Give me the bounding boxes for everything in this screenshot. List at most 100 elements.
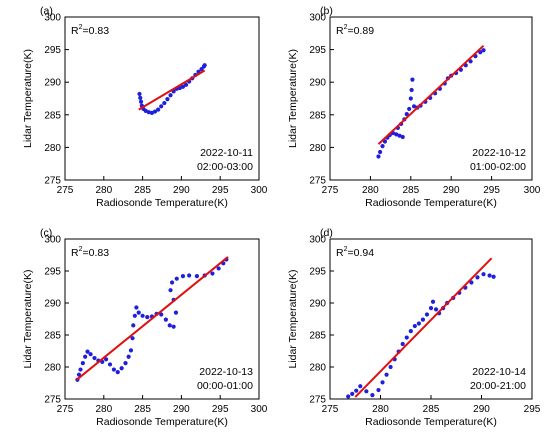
x-tick-label: 275 (57, 185, 74, 196)
x-axis-label: Radiosonde Temperature(K) (96, 197, 228, 209)
y-tick-label: 290 (44, 78, 61, 89)
x-axis-label: Radiosonde Temperature(K) (96, 416, 228, 428)
r-squared-value: =0.94 (348, 247, 375, 259)
y-tick-label: 275 (309, 176, 326, 187)
data-point (180, 274, 186, 279)
data-point (481, 272, 486, 277)
panel-a: 275 280 285 290 295 300 275 280 285 290 295 300 Radi… (22, 5, 268, 209)
data-point (475, 275, 480, 280)
data-point (78, 367, 83, 372)
date-annotation: 2022-10-14 (472, 366, 526, 378)
y-axis-label: Lidar Temperature(K) (287, 49, 299, 148)
x-tick-label: 290 (173, 185, 190, 196)
data-point (85, 349, 90, 354)
fit-line (76, 256, 229, 381)
data-point (409, 87, 414, 93)
x-tick-label: 290 (443, 185, 460, 196)
x-tick-label: 280 (95, 185, 112, 196)
data-point (491, 274, 496, 279)
plot-frame (64, 16, 260, 181)
y-tick-label: 295 (309, 45, 326, 56)
data-point (408, 96, 413, 101)
data-point (163, 317, 168, 322)
data-point (376, 154, 381, 159)
y-tick-label: 290 (44, 299, 61, 310)
y-tick-label: 280 (309, 143, 326, 154)
data-point (350, 391, 355, 396)
x-tick-label: 295 (212, 185, 229, 196)
y-tick-label: 280 (44, 143, 61, 154)
r-squared-superscript: 2 (79, 24, 83, 31)
data-point (346, 394, 351, 399)
panel-label: (a) (40, 5, 53, 17)
data-point (88, 352, 93, 357)
date-annotation: 2022-10-12 (472, 147, 526, 159)
data-point (173, 310, 179, 315)
data-point (370, 393, 375, 398)
data-point (194, 274, 200, 279)
y-tick-label: 295 (309, 267, 326, 278)
data-point (478, 50, 483, 55)
x-tick-label: 285 (134, 404, 151, 415)
y-tick-label: 280 (309, 363, 326, 374)
data-point (404, 112, 409, 117)
data-point (420, 317, 426, 322)
plot-frame (329, 16, 533, 181)
x-tick-label: 280 (95, 404, 112, 415)
y-tick-label: 300 (44, 13, 61, 24)
data-point (400, 341, 405, 347)
x-tick-label: 290 (173, 404, 190, 415)
data-point (137, 91, 142, 97)
data-point (107, 362, 113, 367)
x-tick-label: 295 (483, 185, 500, 196)
r-squared-annotation: R2=0.83 (71, 246, 109, 259)
panel-label: (b) (320, 5, 333, 17)
r-squared-superscript: 2 (344, 246, 348, 253)
data-point (140, 313, 145, 318)
y-tick-label: 300 (309, 235, 326, 246)
data-point (138, 99, 144, 104)
data-point (167, 323, 172, 328)
data-point (433, 307, 439, 312)
y-tick-label: 275 (309, 395, 326, 406)
y-tick-label: 300 (309, 13, 326, 24)
data-point (165, 97, 170, 102)
time-annotation: 02:00-03:00 (197, 161, 253, 173)
data-point (412, 323, 417, 329)
data-point (428, 306, 434, 311)
data-point (388, 364, 393, 370)
data-point (115, 370, 120, 375)
data-point (481, 48, 486, 53)
data-point (126, 354, 131, 359)
x-tick-label: 285 (402, 185, 419, 196)
x-tick-label: 285 (423, 404, 440, 415)
x-tick-label: 295 (212, 404, 229, 415)
data-point (128, 348, 134, 353)
data-point (411, 104, 417, 109)
x-tick-label: 300 (524, 185, 541, 196)
x-tick-label: 285 (134, 185, 151, 196)
data-point (410, 77, 415, 82)
x-tick-label: 275 (322, 185, 339, 196)
r-squared-symbol: R (71, 25, 79, 37)
x-axis-label: Radiosonde Temperature(K) (365, 197, 497, 209)
r-squared-value: =0.83 (83, 25, 110, 37)
data-point (80, 361, 85, 366)
y-tick-label: 280 (44, 363, 61, 374)
date-annotation: 2022-10-13 (199, 366, 253, 378)
data-point (180, 84, 186, 89)
y-tick-label: 290 (309, 78, 326, 89)
data-point (380, 143, 385, 149)
data-point (162, 100, 167, 106)
y-tick-label: 275 (44, 395, 61, 406)
y-tick-label: 300 (44, 235, 61, 246)
fit-line (354, 257, 493, 398)
data-point (156, 107, 161, 112)
time-annotation: 00:00-01:00 (197, 380, 253, 392)
data-point (469, 280, 474, 285)
date-annotation: 2022-10-11 (200, 147, 253, 159)
data-point (202, 63, 207, 68)
data-point (382, 139, 388, 144)
data-point (159, 104, 164, 109)
